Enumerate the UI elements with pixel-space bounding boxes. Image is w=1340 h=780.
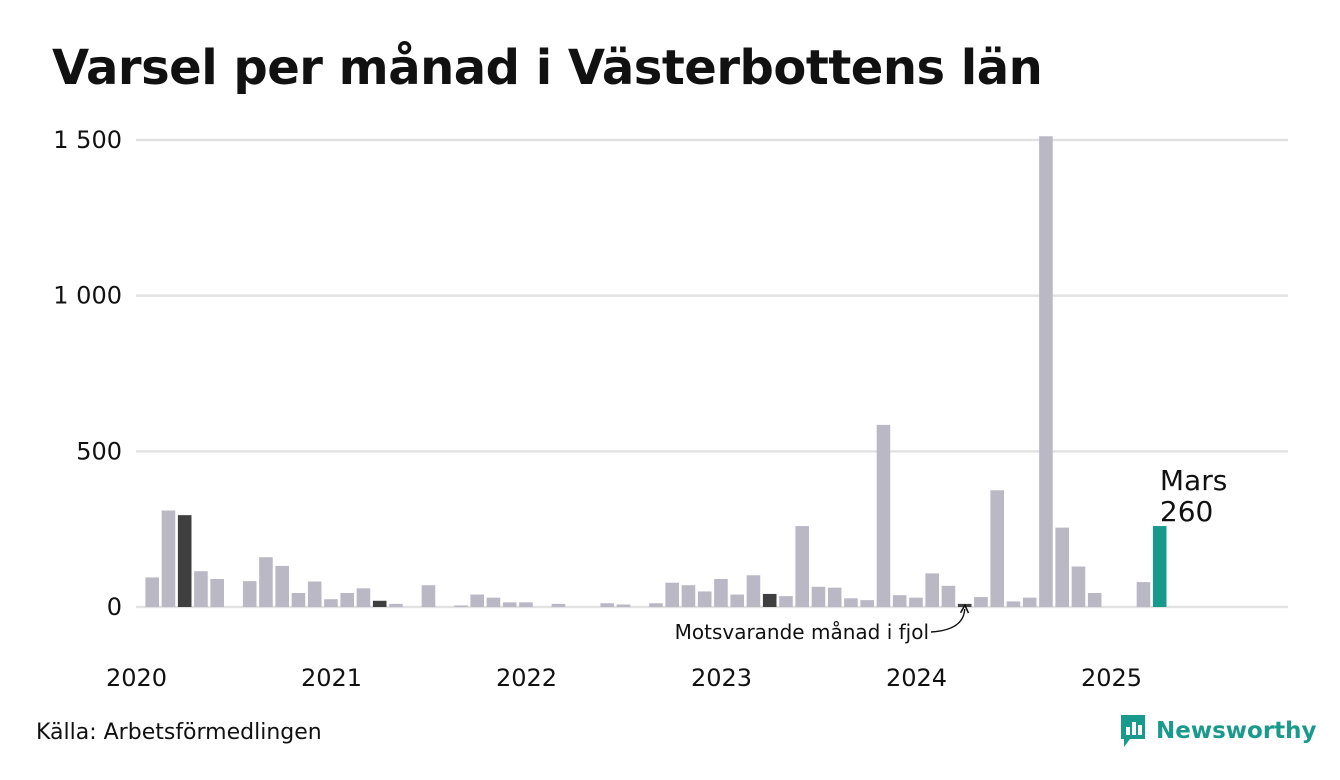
bar [1071,566,1086,607]
bar [1087,592,1102,607]
bar [1055,527,1069,607]
bar [161,510,176,607]
bar [307,581,322,607]
bar [259,557,273,607]
brand-logo: Newsworthy [1118,713,1317,749]
x-axis-ticks: 2020 2021 2022 2023 2024 2025 [106,664,1142,692]
bar [275,565,289,607]
bar [779,596,793,607]
bar [827,587,842,607]
bar [616,604,631,607]
x-tick-label: 2020 [106,664,167,692]
bar [1039,136,1053,607]
bar [990,490,1004,607]
bar [454,605,468,607]
bar [649,603,663,607]
source-note: Källa: Arbetsförmedlingen [36,720,322,745]
x-tick-label: 2022 [496,664,557,692]
y-tick-label: 1 500 [53,126,122,154]
y-tick-label: 500 [76,437,122,465]
bar [502,602,517,607]
bar [1006,601,1021,607]
bar [811,586,826,607]
y-tick-label: 0 [107,593,122,621]
bar [909,597,923,607]
bar [795,526,809,607]
bar [340,592,354,607]
bar [844,598,858,607]
annotation-arrow [930,609,965,633]
annotation-text: Motsvarande månad i fjol [675,620,929,644]
x-tick-label: 2024 [886,664,947,692]
bar [389,603,403,607]
x-tick-label: 2025 [1081,664,1142,692]
bar [242,581,257,607]
highlight-month-label: Mars [1160,464,1227,497]
bar [974,597,988,607]
bar [324,599,338,607]
chart-title: Varsel per månad i Västerbottens län [52,40,1043,96]
bar [145,577,159,607]
bar [210,578,224,607]
y-tick-label: 1 000 [53,282,122,310]
bar [925,573,939,607]
bar [730,594,744,607]
bar-same-month [957,603,972,607]
bar [876,424,891,607]
bar [194,571,208,607]
annotation-group: Motsvarande månad i fjol [675,609,965,644]
x-tick-label: 2023 [691,664,752,692]
bar [551,603,566,607]
bar [892,595,907,607]
bar [697,591,712,607]
bar [860,600,874,607]
highlight-value-label: 260 [1160,495,1213,528]
bar [291,592,306,607]
bar [470,594,484,607]
bar [941,585,956,607]
y-gridlines [136,138,1288,609]
bar [356,588,371,607]
bar [600,603,614,607]
bars [145,136,1167,607]
bar [421,585,436,607]
bar-highlight [1152,526,1167,607]
bar [665,582,679,607]
brand-name: Newsworthy [1156,718,1317,744]
x-tick-label: 2021 [301,664,362,692]
newsworthy-logo-icon [1121,715,1145,747]
bar-same-month [762,593,777,607]
bar-same-month [177,515,192,607]
bar-same-month [372,600,387,607]
bar [714,578,728,607]
bar [746,575,761,607]
bar [1136,582,1151,607]
bar [519,602,533,607]
bar [681,585,696,607]
bar [1022,597,1037,607]
bar [486,597,501,607]
y-axis-ticks: 0 500 1 000 1 500 [53,126,122,621]
